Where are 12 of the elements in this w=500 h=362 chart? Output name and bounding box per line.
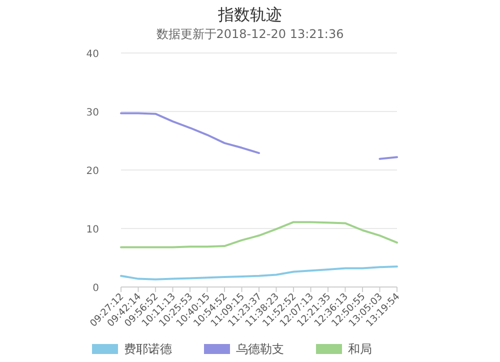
chart-title: 指数轨迹	[217, 5, 282, 24]
y-tick-label: 20	[86, 166, 99, 177]
legend-label: 费耶诺德	[124, 342, 172, 356]
line-series	[120, 221, 398, 248]
y-tick-label: 30	[86, 108, 99, 118]
y-tick-label: 10	[86, 224, 99, 236]
chart-subtitle: 数据更新于2018-12-20 13:21:36	[156, 27, 344, 41]
legend-label: 乌德勒支	[236, 342, 284, 356]
legend-label: 和局	[348, 342, 372, 356]
line-series	[120, 266, 398, 280]
y-tick-label: 0	[92, 283, 99, 294]
y-tick-label: 40	[86, 49, 99, 60]
